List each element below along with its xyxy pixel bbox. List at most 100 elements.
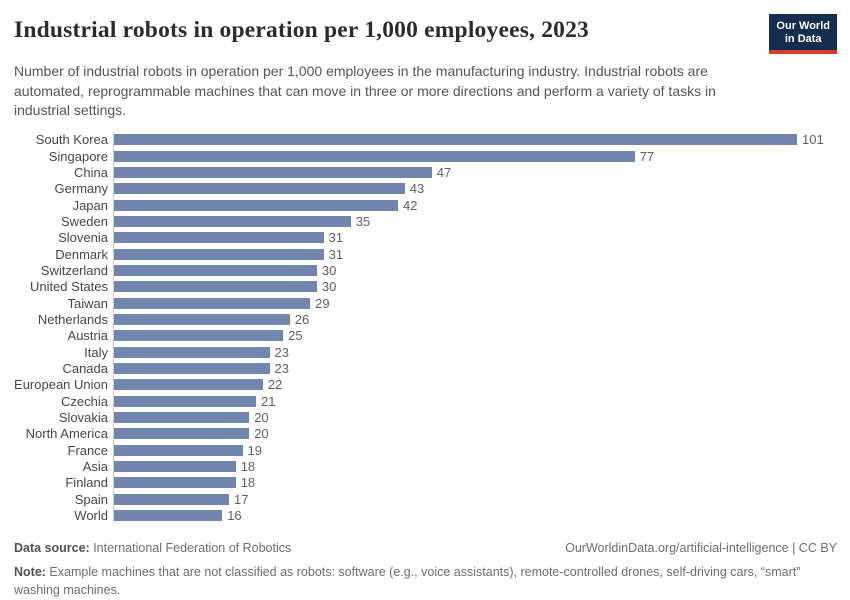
bar[interactable] bbox=[114, 330, 284, 342]
category-label: Denmark bbox=[55, 246, 108, 262]
category-label: Finland bbox=[65, 475, 108, 491]
category-label: Czechia bbox=[61, 393, 108, 409]
chart-row: Switzerland 30 bbox=[14, 262, 837, 279]
category-label: European Union bbox=[14, 377, 108, 393]
owid-logo-line1: Our World bbox=[776, 20, 830, 32]
chart-title: Industrial robots in operation per 1,000… bbox=[14, 17, 590, 43]
chart-row: Austria 25 bbox=[14, 327, 837, 344]
bar-track: 43 bbox=[113, 180, 837, 197]
value-label: 21 bbox=[261, 393, 276, 409]
bar[interactable] bbox=[114, 477, 236, 489]
bar[interactable] bbox=[114, 215, 351, 227]
bar[interactable] bbox=[114, 166, 432, 178]
value-label: 35 bbox=[355, 213, 371, 229]
bar[interactable] bbox=[114, 395, 256, 407]
category-label: Singapore bbox=[48, 148, 108, 164]
category-label: World bbox=[74, 508, 108, 524]
value-label: 31 bbox=[328, 230, 344, 246]
category-label: Slovakia bbox=[58, 410, 108, 426]
value-label: 30 bbox=[321, 279, 337, 295]
owid-logo: Our World in Data bbox=[769, 14, 837, 54]
category-label: United States bbox=[29, 279, 108, 295]
bar[interactable] bbox=[114, 264, 317, 276]
value-label: 23 bbox=[274, 344, 289, 360]
bar-track: 30 bbox=[113, 278, 837, 295]
value-label: 17 bbox=[234, 491, 249, 507]
header: Industrial robots in operation per 1,000… bbox=[14, 14, 837, 54]
category-label: North America bbox=[25, 426, 108, 442]
chart-row: Slovenia 31 bbox=[14, 229, 837, 246]
bar[interactable] bbox=[114, 379, 263, 391]
bar[interactable] bbox=[114, 493, 229, 505]
bar-chart: South Korea 101 Singapore 77 China 47 Germany 4… bbox=[14, 131, 837, 524]
bar-track: 26 bbox=[113, 311, 837, 328]
chart-row: South Korea 101 bbox=[14, 131, 837, 148]
category-label: France bbox=[67, 442, 108, 458]
chart-row: France 19 bbox=[14, 442, 837, 459]
bar-track: 20 bbox=[113, 409, 837, 426]
category-label: Canada bbox=[62, 360, 108, 376]
category-label: Netherlands bbox=[37, 311, 108, 327]
bar-track: 20 bbox=[113, 425, 837, 443]
chart-row: Asia 18 bbox=[14, 458, 837, 475]
value-label: 31 bbox=[328, 246, 344, 262]
value-label: 20 bbox=[254, 410, 269, 426]
bar[interactable] bbox=[114, 313, 290, 325]
category-label: Italy bbox=[84, 344, 108, 360]
chart-row: Taiwan 29 bbox=[14, 294, 837, 312]
bar[interactable] bbox=[114, 362, 270, 374]
chart-subtitle: Number of industrial robots in operation… bbox=[14, 63, 716, 118]
bar[interactable] bbox=[114, 232, 324, 244]
chart-row: Japan 42 bbox=[14, 196, 837, 214]
value-label: 77 bbox=[639, 148, 655, 164]
bar[interactable] bbox=[114, 428, 250, 440]
value-label: 43 bbox=[409, 181, 425, 197]
bar[interactable] bbox=[114, 297, 311, 309]
bar-track: 17 bbox=[113, 491, 837, 508]
value-label: 16 bbox=[227, 508, 242, 524]
value-label: 19 bbox=[247, 442, 262, 458]
data-source-label: Data source: bbox=[14, 540, 90, 555]
value-label: 20 bbox=[254, 426, 269, 442]
footer-source-row: Data source: International Federation of… bbox=[14, 541, 837, 555]
bar-track: 22 bbox=[113, 376, 837, 393]
category-label: Asia bbox=[82, 459, 108, 475]
value-label: 29 bbox=[315, 295, 330, 311]
bar[interactable] bbox=[114, 134, 797, 146]
bar[interactable] bbox=[114, 346, 270, 358]
bar[interactable] bbox=[114, 183, 405, 195]
chart-row: Czechia 21 bbox=[14, 393, 837, 410]
bar[interactable] bbox=[114, 248, 324, 260]
bar-track: 23 bbox=[113, 360, 837, 377]
value-label: 18 bbox=[240, 475, 256, 491]
data-source: Data source: International Federation of… bbox=[14, 541, 291, 555]
category-label: Austria bbox=[67, 328, 108, 344]
chart-row: Italy 23 bbox=[14, 343, 837, 361]
value-label: 26 bbox=[294, 311, 310, 327]
bar[interactable] bbox=[114, 412, 250, 424]
chart-row: Denmark 31 bbox=[14, 245, 837, 263]
value-label: 42 bbox=[403, 197, 418, 213]
bar[interactable] bbox=[114, 281, 317, 293]
bar-track: 35 bbox=[113, 213, 837, 230]
chart-row: World 16 bbox=[14, 507, 837, 524]
bar-track: 29 bbox=[113, 294, 837, 312]
bar-track: 30 bbox=[113, 262, 837, 279]
note-text: Example machines that are not classified… bbox=[14, 564, 801, 598]
bar-track: 23 bbox=[113, 343, 837, 361]
value-label: 30 bbox=[321, 262, 337, 278]
value-label: 25 bbox=[288, 328, 303, 344]
owid-url-link[interactable]: OurWorldinData.org/artificial-intelligen… bbox=[565, 540, 837, 555]
bar-track: 77 bbox=[113, 147, 837, 165]
category-label: Japan bbox=[72, 197, 108, 213]
chart-row: Canada 23 bbox=[14, 360, 837, 377]
bar[interactable] bbox=[114, 510, 223, 522]
bar[interactable] bbox=[114, 444, 243, 456]
bar[interactable] bbox=[114, 150, 635, 162]
chart-row: Slovakia 20 bbox=[14, 409, 837, 426]
bar[interactable] bbox=[114, 461, 236, 473]
category-label: Sweden bbox=[61, 213, 108, 229]
category-label: Germany bbox=[54, 181, 108, 197]
bar[interactable] bbox=[114, 199, 398, 211]
bar-track: 31 bbox=[113, 229, 837, 246]
